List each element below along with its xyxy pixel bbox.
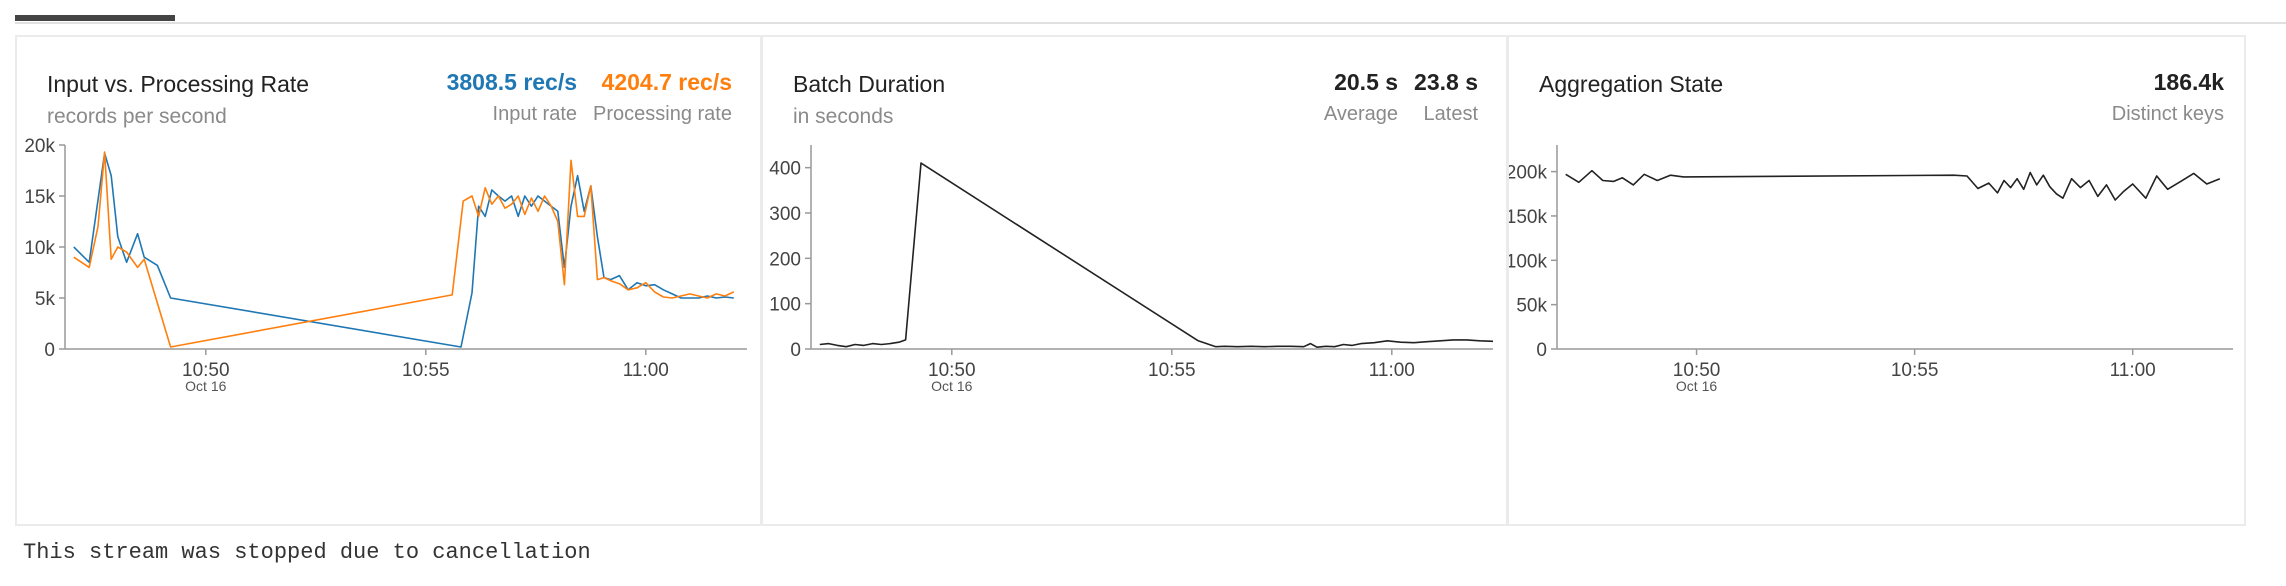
input-rate-stat: 3808.5 rec/s Input rate <box>447 69 577 126</box>
latest-duration-label: Latest <box>1423 103 1478 125</box>
x-tick-sublabel: Oct 16 <box>185 378 226 394</box>
processing-rate-stat: 4204.7 rec/s Processing rate <box>593 69 732 126</box>
distinct-keys-stat: 186.4k Distinct keys <box>2112 69 2224 126</box>
series-line-processing-rate <box>73 151 735 348</box>
aggregation-state-panel: Aggregation State 186.4k Distinct keys 0… <box>1509 37 2252 524</box>
stream-status-message: This stream was stopped due to cancellat… <box>23 540 591 565</box>
x-tick-label: 10:55 <box>1891 360 1939 381</box>
x-tick-label: 10:50 <box>928 360 976 381</box>
processing-rate-value: 4204.7 rec/s <box>601 69 732 95</box>
input-processing-rate-panel: Input vs. Processing Rate records per se… <box>17 37 763 524</box>
average-duration-value: 20.5 s <box>1334 69 1399 95</box>
panel-stats: 3808.5 rec/s Input rate 4204.7 rec/s Pro… <box>447 69 732 126</box>
y-tick-label: 20k <box>24 137 55 157</box>
distinct-keys-label: Distinct keys <box>2111 103 2224 125</box>
y-tick-label: 200k <box>1509 163 1547 184</box>
y-tick-label: 400 <box>769 159 801 180</box>
panel-subtitle: records per second <box>47 105 227 128</box>
series-line-input-rate <box>73 152 734 348</box>
input-rate-value: 3808.5 rec/s <box>446 69 578 95</box>
y-tick-label: 300 <box>769 204 801 225</box>
y-tick-label: 0 <box>44 340 55 361</box>
y-tick-label: 15k <box>24 187 55 208</box>
panel-subtitle: in seconds <box>793 105 894 128</box>
average-duration-stat: 20.5 s Average <box>1324 69 1398 126</box>
y-tick-label: 0 <box>790 340 801 361</box>
input-rate-label: Input rate <box>492 103 578 125</box>
x-tick-label: 10:55 <box>402 360 450 381</box>
panel-title: Input vs. Processing Rate <box>47 71 310 97</box>
panel-stats: 20.5 s Average 23.8 s Latest <box>1324 69 1478 126</box>
x-tick-label: 11:00 <box>623 360 669 381</box>
panel-title: Batch Duration <box>793 71 946 97</box>
y-tick-label: 100 <box>769 295 801 316</box>
y-tick-label: 5k <box>35 289 56 310</box>
y-tick-label: 50k <box>1516 296 1547 317</box>
x-tick-label: 10:50 <box>1673 360 1721 381</box>
y-tick-label: 0 <box>1536 340 1547 361</box>
latest-duration-stat: 23.8 s Latest <box>1414 69 1478 126</box>
latest-duration-value: 23.8 s <box>1414 69 1478 95</box>
x-tick-label: 10:55 <box>1148 360 1196 381</box>
tab-strip-divider <box>15 22 2286 24</box>
x-tick-label: 11:00 <box>2110 360 2156 381</box>
panel-title: Aggregation State <box>1539 71 1724 97</box>
y-tick-label: 10k <box>24 238 55 259</box>
streaming-metrics-panels: Input vs. Processing Rate records per se… <box>15 35 2246 526</box>
processing-rate-label: Processing rate <box>593 103 732 125</box>
x-tick-label: 11:00 <box>1369 360 1415 381</box>
y-tick-label: 100k <box>1509 251 1547 272</box>
panel-stats: 186.4k Distinct keys <box>2112 69 2224 126</box>
x-tick-label: 10:50 <box>182 360 230 381</box>
y-tick-label: 200 <box>769 249 801 270</box>
x-tick-sublabel: Oct 16 <box>931 378 972 394</box>
y-tick-label: 150k <box>1509 207 1547 228</box>
series-line-values <box>819 162 1494 348</box>
distinct-keys-value: 186.4k <box>2153 69 2224 95</box>
average-duration-label: Average <box>1323 103 1399 125</box>
batch-duration-panel: Batch Duration in seconds 20.5 s Average… <box>763 37 1509 524</box>
active-tab-indicator <box>15 15 175 21</box>
series-line-values <box>1565 169 2221 201</box>
x-tick-sublabel: Oct 16 <box>1676 378 1717 394</box>
